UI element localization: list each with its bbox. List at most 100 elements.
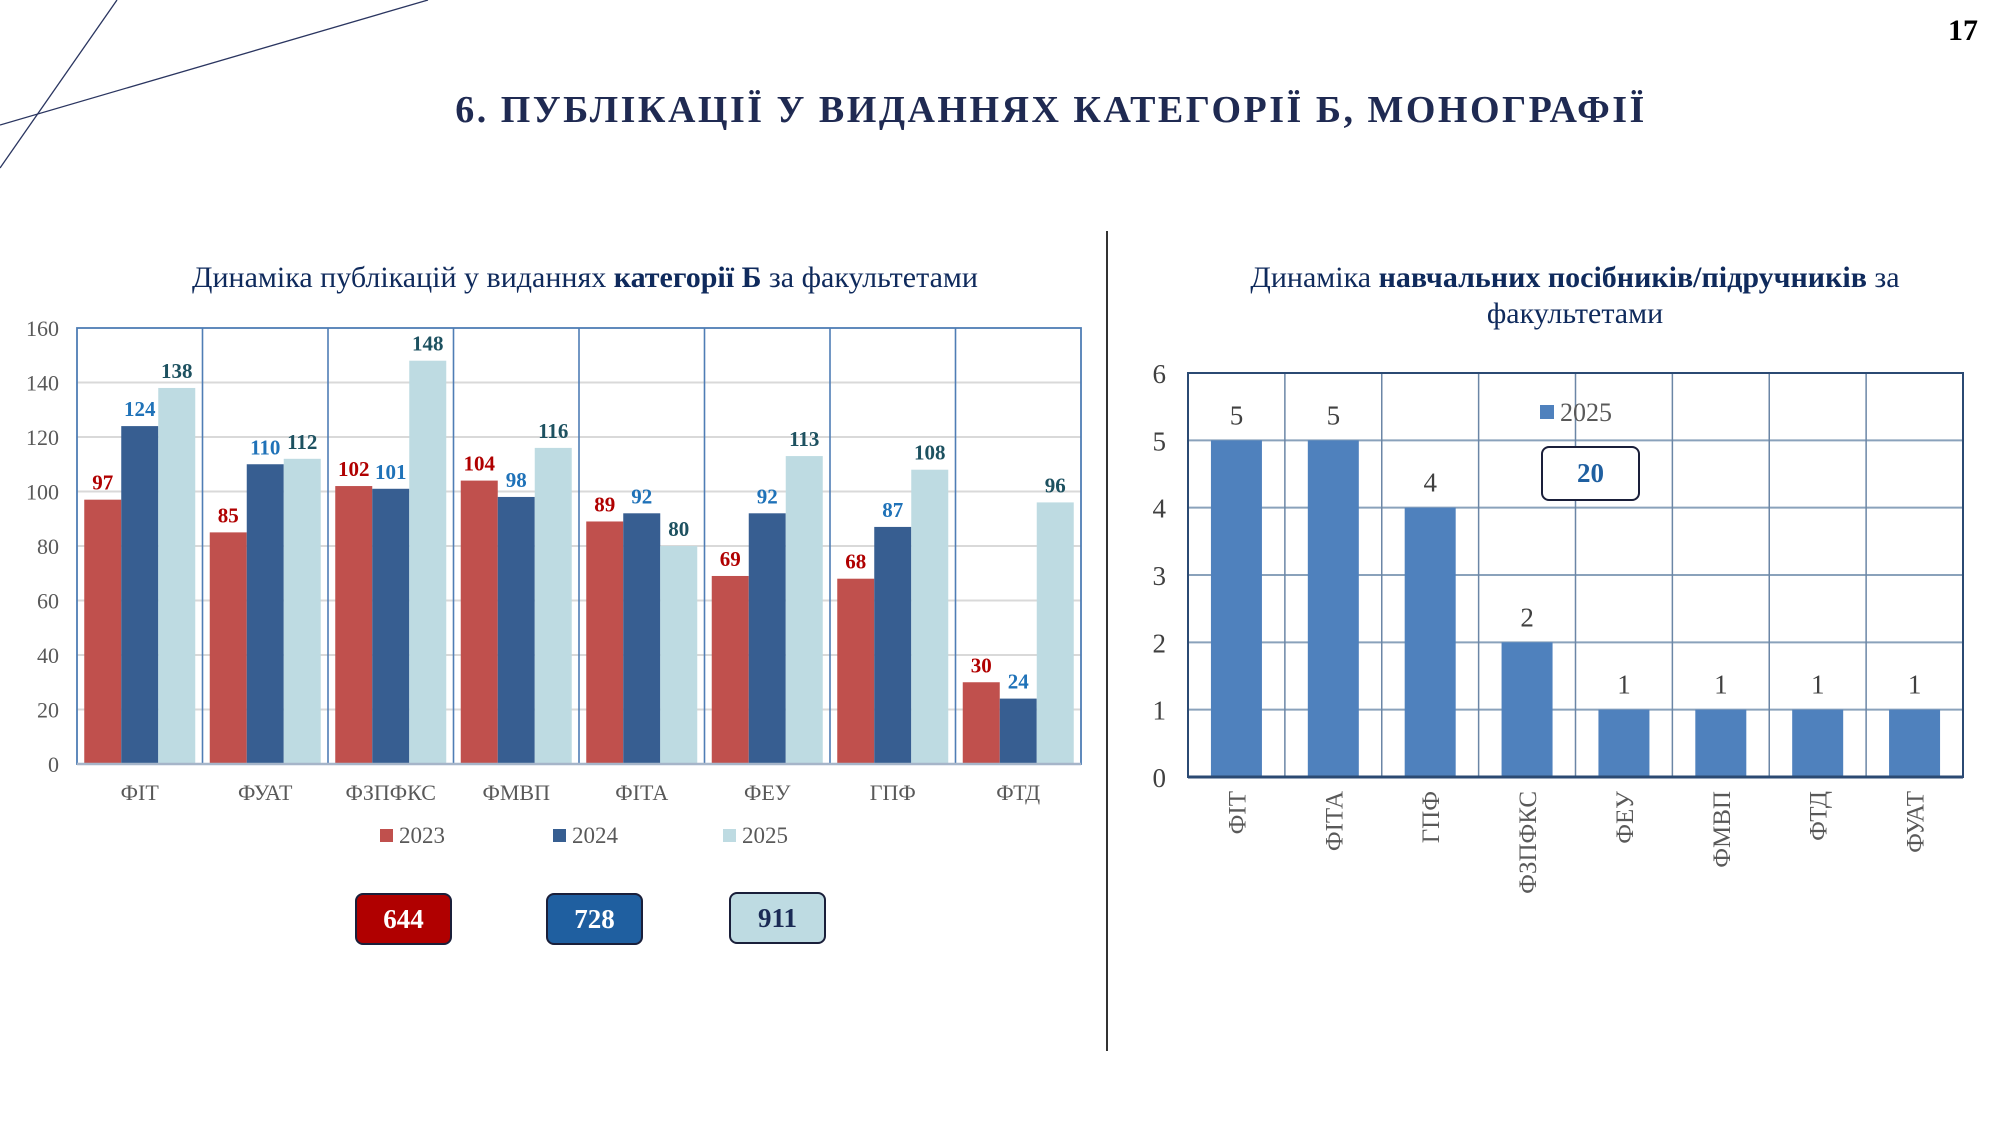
right-chart-title-part: Динаміка	[1250, 261, 1379, 294]
page-number: 17	[1948, 14, 1978, 47]
data-label-2023: 104	[464, 452, 496, 476]
bar-2023	[209, 532, 247, 764]
legend-label-2024: 2024	[572, 823, 619, 848]
data-label-2025: 138	[161, 359, 193, 383]
legend-swatch-2025	[723, 829, 736, 842]
bar-2023	[962, 682, 1000, 764]
x-tick-label: ГПФ	[870, 780, 916, 805]
decorative-line	[0, 0, 118, 169]
bar-2024	[121, 426, 159, 764]
decorative-line	[0, 0, 429, 126]
bar-2023	[460, 480, 498, 764]
left-chart-title-part: за факультетами	[761, 261, 978, 294]
legend-label-2023: 2023	[399, 823, 445, 848]
data-label: 4	[1423, 468, 1437, 498]
data-label-2025: 113	[789, 427, 819, 451]
y-tick-label: 160	[26, 316, 59, 341]
right-chart-title-part: за факультетами	[1486, 261, 1900, 330]
y-tick-label: 60	[37, 589, 59, 614]
y-tick-label: 0	[1153, 763, 1167, 793]
legend-swatch-2025	[1540, 405, 1554, 419]
data-label-2023: 89	[594, 492, 615, 516]
data-label: 1	[1811, 670, 1825, 700]
bar-2025	[1598, 709, 1650, 777]
decorative-lines	[0, 0, 429, 169]
x-tick-label: ФТД	[1806, 791, 1833, 841]
x-tick-label: ФІТ	[121, 780, 160, 805]
data-label: 1	[1908, 670, 1922, 700]
y-tick-label: 80	[37, 534, 59, 559]
y-tick-label: 0	[48, 752, 59, 777]
x-tick-label: ФІТА	[615, 780, 668, 805]
bar-2025	[1036, 502, 1074, 764]
bar-2025	[158, 387, 196, 764]
total-box-2024: 728	[546, 893, 643, 945]
x-tick-label: ФМВП	[482, 780, 550, 805]
total-box-2025: 911	[729, 892, 826, 944]
vertical-divider	[1106, 231, 1108, 1051]
data-label-2024: 87	[882, 498, 903, 522]
y-tick-label: 5	[1153, 426, 1167, 456]
y-tick-label: 100	[26, 480, 59, 505]
data-label-2024: 92	[757, 484, 778, 508]
right-total-box: 20	[1541, 446, 1640, 501]
x-tick-label: ФТД	[996, 780, 1040, 805]
right-chart-title: Динаміка навчальних посібників/підручник…	[1180, 260, 1970, 332]
bar-2023	[335, 486, 373, 764]
x-tick-label: ГПФ	[1418, 791, 1445, 843]
data-label-2024: 110	[250, 435, 280, 459]
bar-2025	[1501, 642, 1553, 777]
bar-2023	[711, 575, 749, 764]
data-label-2024: 92	[631, 484, 652, 508]
x-tick-label: ФМВП	[1709, 791, 1736, 868]
data-label: 5	[1230, 400, 1244, 430]
bar-2025	[1404, 507, 1456, 777]
bar-2024	[246, 464, 284, 764]
legend-swatch-2024	[553, 829, 566, 842]
legend-label-2025: 2025	[742, 823, 788, 848]
bar-2025	[283, 458, 321, 764]
data-label-2023: 30	[971, 653, 992, 677]
bar-2025	[1695, 709, 1747, 777]
y-tick-label: 140	[26, 371, 59, 396]
y-tick-label: 1	[1153, 696, 1167, 726]
bar-2025	[1792, 709, 1844, 777]
y-tick-label: 3	[1153, 561, 1167, 591]
bar-2025	[534, 447, 572, 764]
bar-2025	[911, 469, 949, 764]
x-tick-label: ФУАТ	[1903, 791, 1930, 853]
left-chart-title-bold: категорії Б	[613, 261, 762, 294]
y-tick-label: 20	[37, 698, 59, 723]
bar-2024	[874, 526, 912, 764]
bar-2024	[748, 513, 786, 764]
y-tick-label: 4	[1153, 494, 1167, 524]
data-label-2023: 97	[92, 471, 113, 495]
data-label-2025: 116	[538, 419, 568, 443]
bar-2024	[497, 496, 535, 764]
data-label-2023: 69	[720, 547, 741, 571]
bar-2025	[1307, 440, 1359, 777]
x-tick-label: ФЕУ	[744, 780, 791, 805]
data-label-2024: 98	[506, 468, 527, 492]
x-tick-label: ФЗПФКС	[346, 780, 436, 805]
bar-2025	[1210, 440, 1262, 777]
data-label-2023: 102	[338, 457, 370, 481]
data-label-2024: 101	[375, 460, 407, 484]
data-label-2025: 148	[412, 332, 444, 356]
bar-2025	[409, 360, 447, 764]
data-label-2024: 124	[124, 397, 156, 421]
bar-2024	[999, 698, 1037, 764]
data-label-2025: 112	[287, 430, 317, 454]
x-tick-label: ФІТА	[1321, 791, 1348, 851]
x-tick-label: ФЕУ	[1612, 791, 1639, 844]
data-label-2024: 24	[1008, 670, 1030, 694]
y-tick-label: 6	[1153, 359, 1167, 389]
bar-2025	[1889, 709, 1941, 777]
left-chart-title-part: Динаміка публікацій у виданнях	[192, 261, 614, 294]
bar-2025	[660, 546, 698, 764]
data-label-2025: 108	[914, 441, 946, 465]
data-label-2023: 85	[218, 503, 239, 527]
page-title: 6. ПУБЛІКАЦІЇ У ВИДАННЯХ КАТЕГОРІЇ Б, МО…	[455, 89, 1647, 131]
data-label: 2	[1520, 602, 1534, 632]
